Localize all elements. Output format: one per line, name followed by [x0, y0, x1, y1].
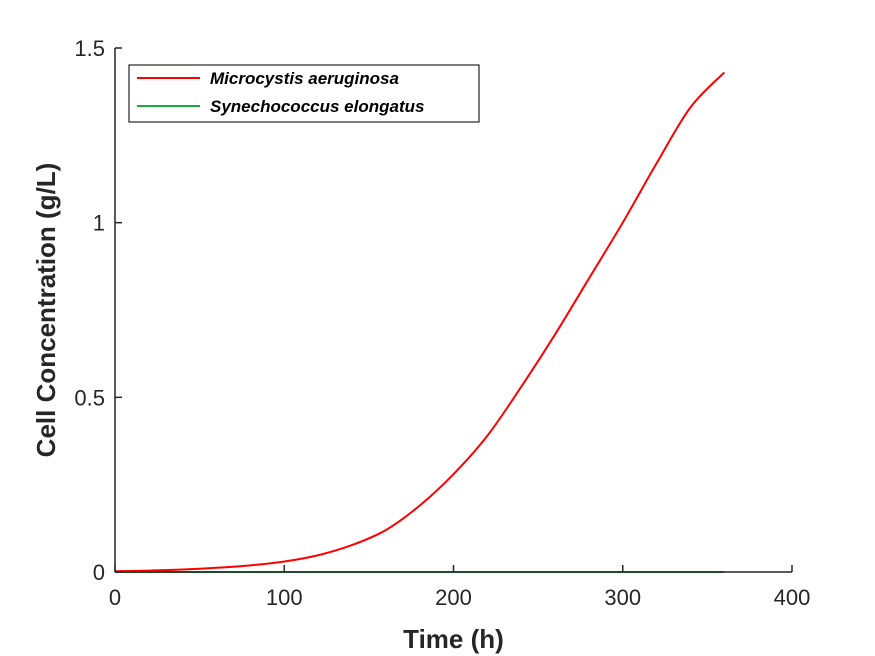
x-tick-label: 400: [774, 585, 811, 610]
y-tick-label: 0: [93, 560, 105, 585]
legend: Microcystis aeruginosa Synechococcus elo…: [128, 64, 480, 123]
legend-label-synechococcus: Synechococcus elongatus: [210, 97, 424, 116]
y-tick-label: 0.5: [74, 385, 105, 410]
x-tick-label: 200: [435, 585, 472, 610]
ticks: 0 100 200 300 400 0 0.5 1 1.5: [74, 36, 810, 610]
series-line-microcystis: [114, 71, 726, 573]
y-tick-label: 1: [93, 211, 105, 236]
axes: [114, 48, 792, 573]
y-axis-title: Cell Concentration (g/L): [31, 163, 61, 458]
series-layer: [114, 71, 726, 573]
legend-box: [128, 64, 480, 123]
x-tick-label: 0: [109, 585, 121, 610]
y-tick-label: 1.5: [74, 36, 105, 61]
x-tick-label: 100: [266, 585, 303, 610]
x-tick-label: 300: [604, 585, 641, 610]
legend-label-microcystis: Microcystis aeruginosa: [210, 69, 399, 88]
x-axis-title: Time (h): [403, 624, 504, 654]
